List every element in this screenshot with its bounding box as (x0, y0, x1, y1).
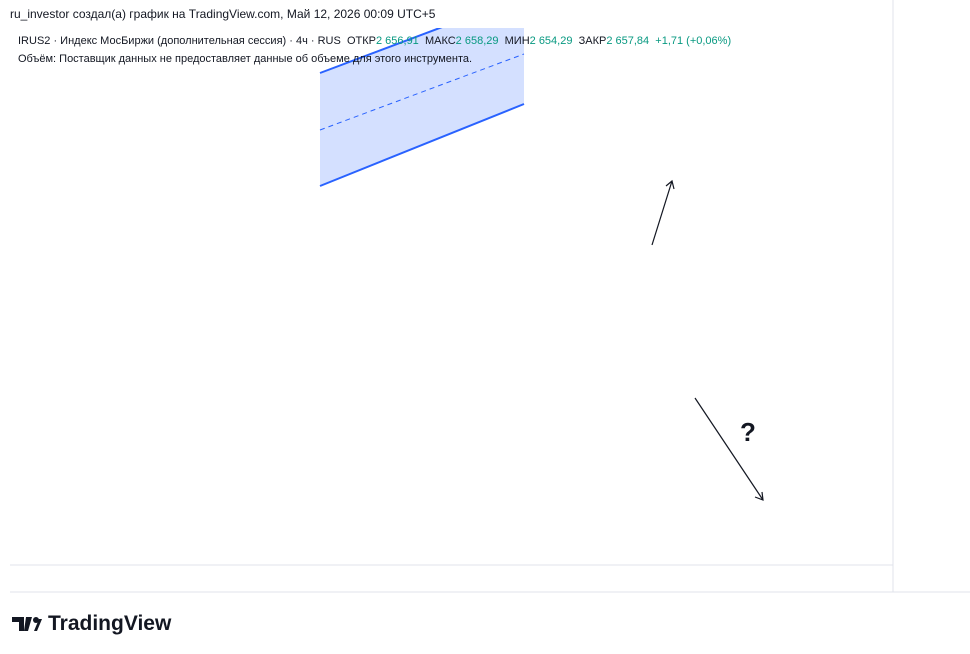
label: ЗАКР (578, 35, 607, 47)
label: МИН (504, 35, 530, 47)
label: МАКС (424, 35, 456, 47)
logo (12, 617, 42, 631)
value: 2 658,29 (455, 35, 499, 47)
instrument: IRUS2 · Индекс МосБиржи (дополнительная … (18, 35, 341, 47)
chart: ? (10, 0, 970, 593)
value: 2 657,84 (606, 35, 650, 47)
caption: ru_investor создал(а) график на TradingV… (10, 7, 436, 21)
change: +1,71 (+0,06%) (655, 35, 732, 47)
label: ОТКР (346, 35, 376, 47)
volume-note: Объём: Поставщик данных не предоставляет… (18, 53, 473, 65)
channel-drawing (319, 28, 525, 187)
legend: IRUS2 · Индекс МосБиржи (дополнительная … (18, 35, 731, 47)
footer: TradingView (12, 612, 171, 636)
value: 2 656,91 (375, 35, 419, 47)
annotation: ? (740, 417, 756, 447)
plot-area (10, 28, 893, 565)
value: 2 654,29 (529, 35, 573, 47)
brand: TradingView (48, 612, 172, 635)
arrows (651, 179, 764, 501)
